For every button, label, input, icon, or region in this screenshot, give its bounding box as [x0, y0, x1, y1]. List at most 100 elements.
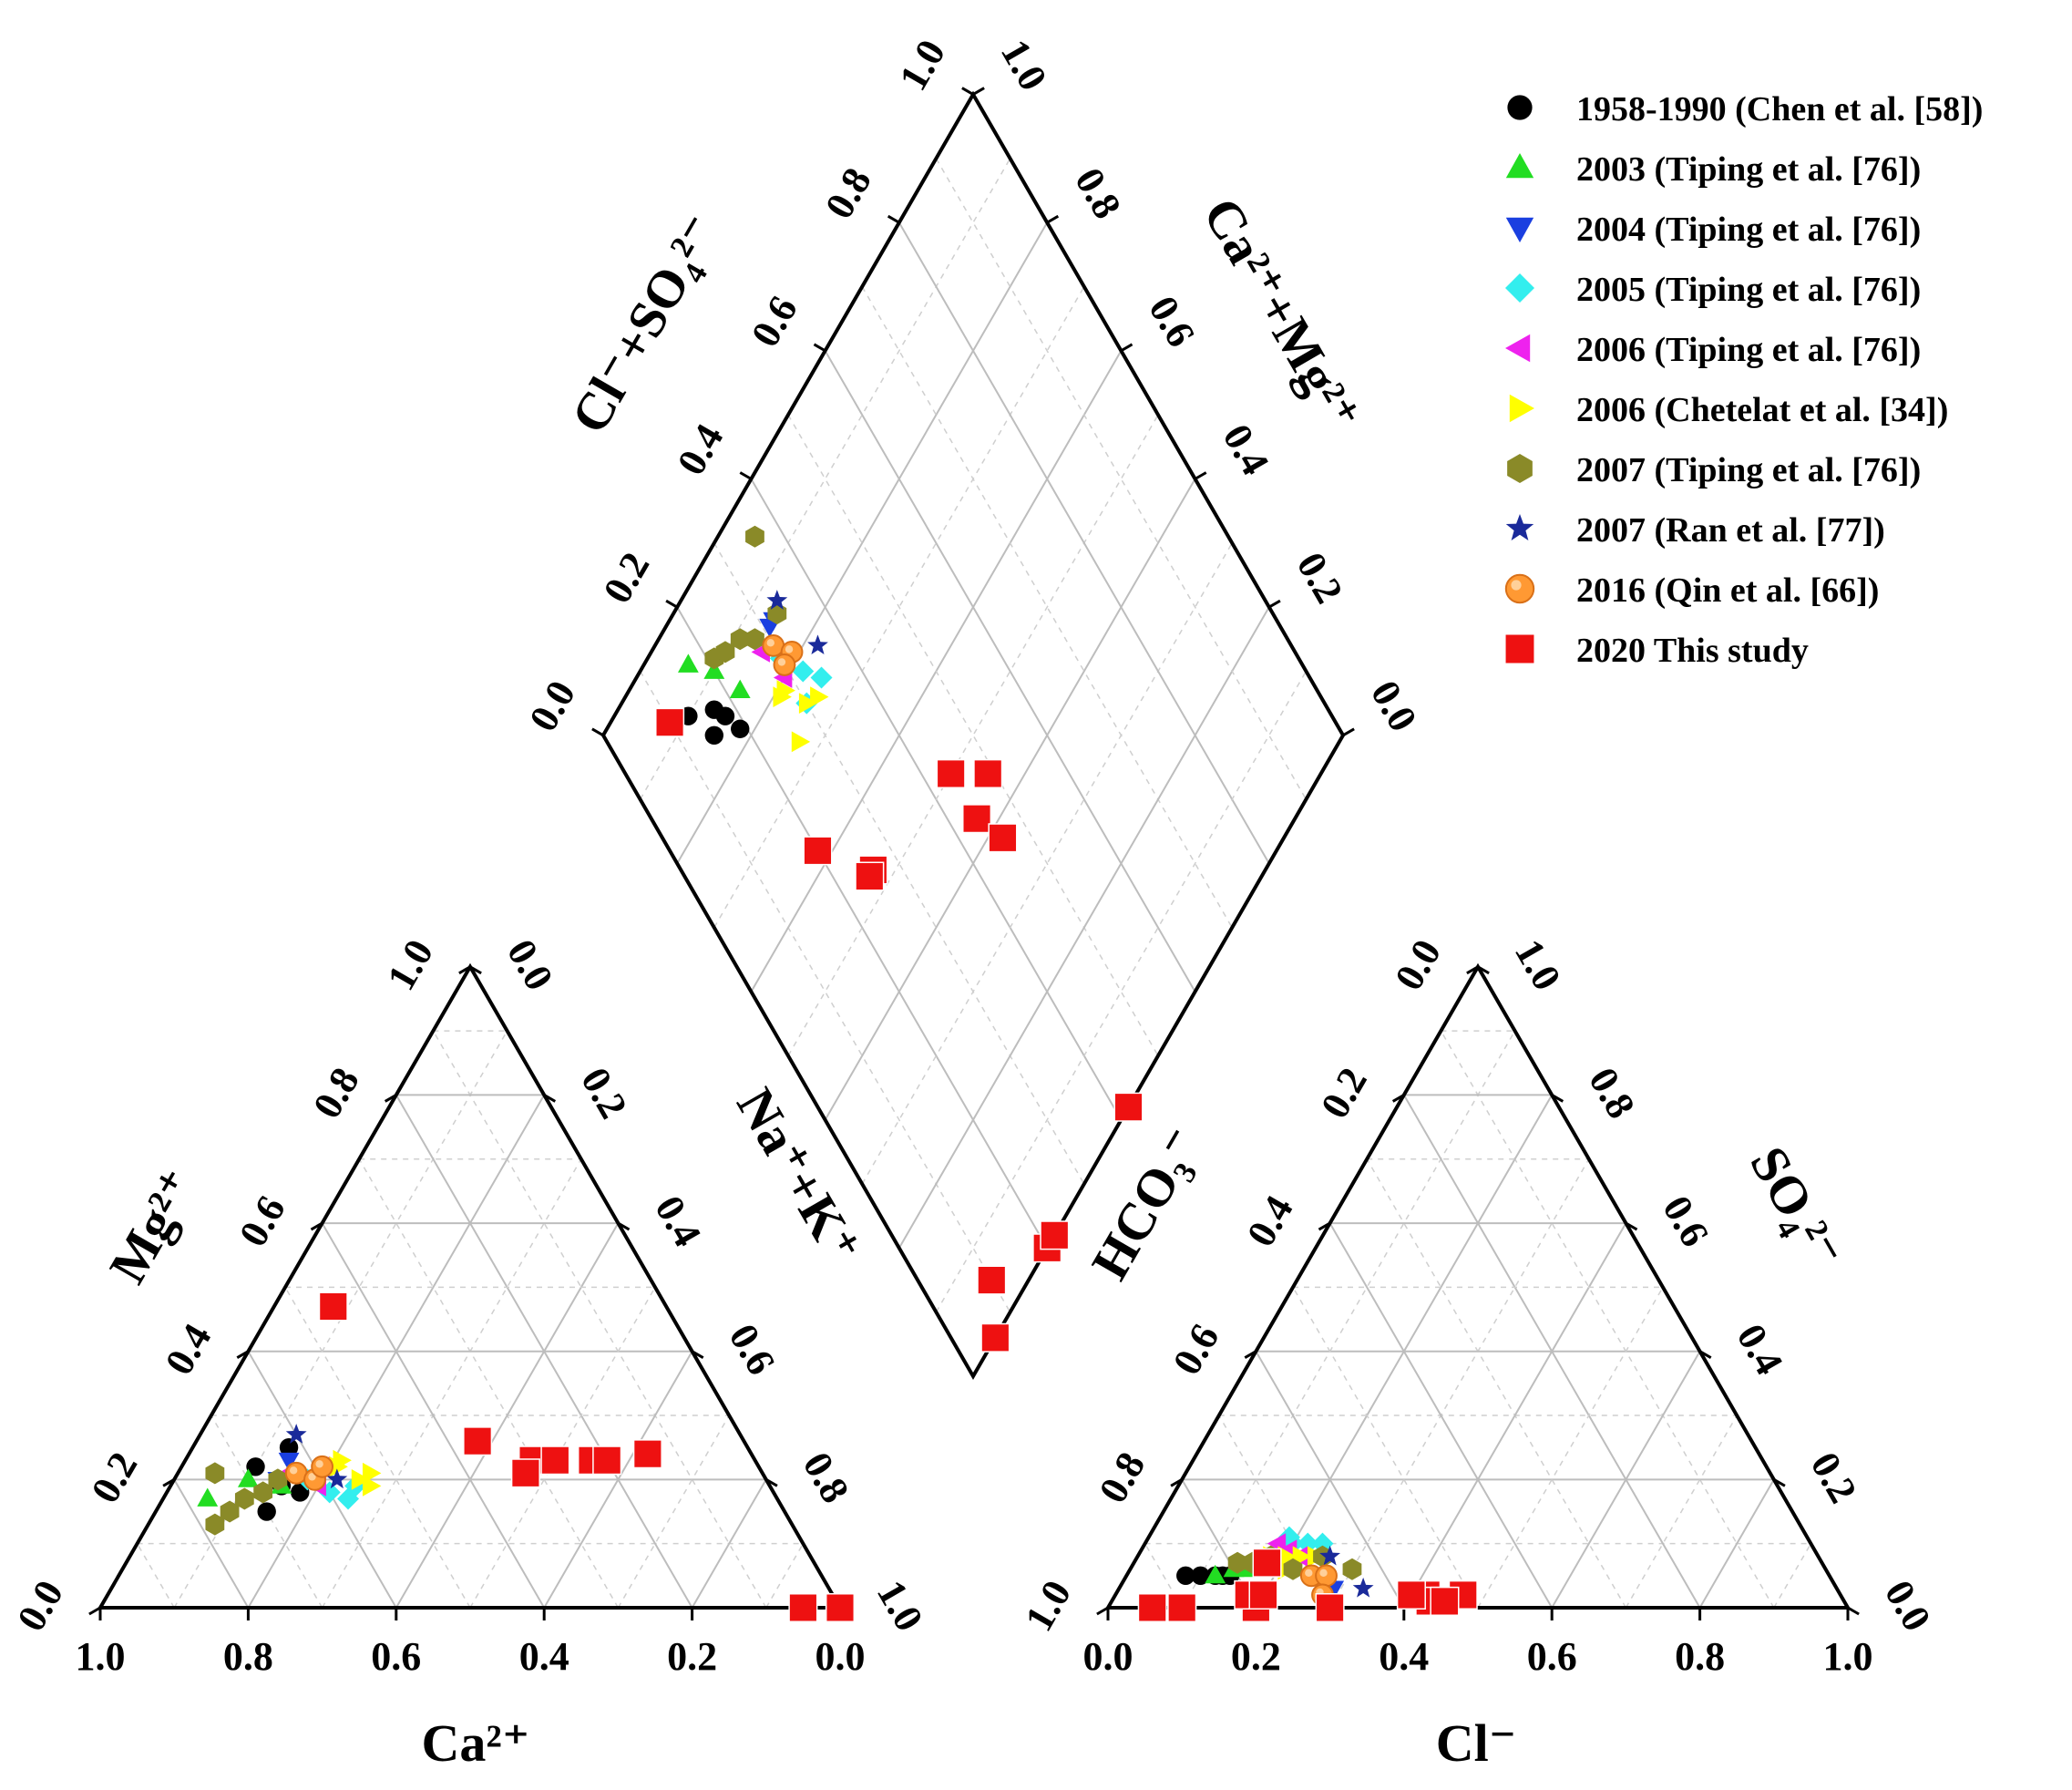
diamond-right-tick-1: 0.2 [1288, 545, 1352, 611]
anion-grid-l-8 [1698, 1478, 1775, 1609]
anion-point-s3-1 [1297, 1532, 1319, 1555]
cation-grid-r-9 [136, 1543, 175, 1609]
cation-right-tick-5: 0.0 [498, 932, 562, 998]
cation-point-s6-3 [253, 1481, 273, 1504]
diamond-grid-b-9 [935, 671, 1308, 1313]
anion-grid-l-6 [1551, 1351, 1701, 1609]
anion-point-s9-2 [1315, 1592, 1345, 1623]
legend-marker-8 [1504, 573, 1535, 604]
anion-point-s9-7 [1252, 1548, 1282, 1578]
cation-grid-r-3 [358, 1158, 620, 1609]
cation-point-s9-7 [510, 1458, 540, 1488]
legend-label-6: 2007 (Tiping et al. [76]) [1576, 451, 1921, 489]
cation-grid-l-3 [321, 1158, 582, 1609]
diamond-point-s9-7 [855, 861, 885, 891]
diamond-point-s9-6 [988, 823, 1018, 853]
legend-marker-9 [1504, 633, 1535, 664]
cation-point-s9-0 [318, 1291, 348, 1322]
anion-grid-r-3 [1366, 1158, 1627, 1609]
diamond-point-s1-0 [677, 653, 699, 673]
diamond-point-s9-3 [936, 758, 966, 789]
diamond-point-s6-3 [745, 628, 764, 651]
anion-right-tick-0: 0.0 [1876, 1573, 1940, 1639]
legend-marker-1 [1505, 153, 1534, 179]
cation-grid-l-6 [543, 1351, 693, 1609]
diamond-grid-a-5 [787, 414, 1159, 1056]
anion-point-s7-0 [1319, 1545, 1341, 1566]
cation-left-tick-3: 0.6 [231, 1188, 294, 1254]
diamond-grid-b-8 [898, 606, 1270, 1249]
cation-right-tick-2: 0.6 [720, 1316, 784, 1382]
anion-point-s6-0 [1227, 1551, 1247, 1574]
diamond-point-s6-2 [730, 628, 750, 651]
anion-point-s0-1 [1176, 1566, 1195, 1586]
diamond-point-s7-1 [807, 634, 828, 655]
anion-bottom-tick-1: 0.2 [1231, 1634, 1281, 1679]
anion-left-tick-2: 0.6 [1164, 1316, 1228, 1382]
anion-left-tick-1: 0.8 [1090, 1445, 1154, 1510]
diamond-right-tick-2: 0.4 [1214, 417, 1277, 482]
anion-point-s9-6 [1430, 1586, 1460, 1617]
legend-label-3: 2005 (Tiping et al. [76]) [1576, 271, 1921, 309]
cation-point-s9-3 [540, 1445, 570, 1476]
legend-label-7: 2007 (Ran et al. [77]) [1576, 511, 1885, 550]
anion-left-label: HCO₃⁻ [1080, 1117, 1213, 1289]
cation-point-s7-1 [326, 1468, 348, 1489]
diamond-left-tick-2: 0.4 [669, 417, 733, 482]
anion-grid-r-1 [1440, 1030, 1775, 1609]
cation-point-s5-3 [362, 1475, 382, 1497]
anion-right-tick-3: 0.6 [1654, 1188, 1718, 1254]
cation-triangle-frame [97, 962, 844, 1610]
anion-right-label: SO₄²⁻ [1739, 1137, 1855, 1279]
cation-point-s0-2 [279, 1437, 299, 1457]
diamond-grid-b-6 [824, 478, 1196, 1121]
cation-bottom-tick-2: 0.6 [371, 1634, 421, 1679]
anion-grid-l-5 [1477, 1287, 1664, 1609]
diamond-point-s7-0 [766, 590, 788, 610]
cation-point-s0-1 [246, 1457, 265, 1476]
anion-left-tick-4: 0.2 [1312, 1060, 1376, 1126]
anion-point-s9-11 [1248, 1579, 1278, 1610]
legend-label-2: 2004 (Tiping et al. [76]) [1576, 211, 1921, 249]
diamond-right-tick-3: 0.6 [1140, 289, 1204, 355]
anion-point-s9-10 [1137, 1592, 1167, 1623]
legend-marker-2 [1505, 217, 1534, 242]
cation-point-s1-0 [197, 1487, 219, 1507]
diamond-grid-a-8 [898, 221, 1270, 864]
diamond-point-s9-11 [1040, 1220, 1070, 1250]
legend-marker-6 [1507, 454, 1533, 483]
cation-point-s6-0 [205, 1513, 225, 1536]
diamond-point-s9-10 [980, 1322, 1010, 1353]
anion-point-s8-1 [1315, 1564, 1338, 1588]
anion-grid-r-5 [1292, 1287, 1479, 1609]
anion-right-tick-2: 0.4 [1728, 1316, 1791, 1382]
diamond-grid-a-7 [861, 286, 1233, 929]
diamond-grid-b-7 [861, 542, 1233, 1185]
anion-bottom-tick-3: 0.6 [1527, 1634, 1577, 1679]
anion-right-tick-4: 0.8 [1580, 1060, 1644, 1126]
diamond-point-s5-2 [810, 686, 829, 707]
legend-label-0: 1958-1990 (Chen et al. [58]) [1576, 90, 1983, 129]
anion-left-tick-5: 0.0 [1386, 932, 1450, 998]
diamond-grid-a-9 [935, 158, 1308, 800]
cation-point-s9-8 [788, 1592, 818, 1623]
cation-left-label: Mg²⁺ [97, 1159, 209, 1293]
diamond-grid-a-6 [824, 350, 1196, 993]
cation-point-s7-0 [285, 1424, 307, 1444]
cation-point-s9-5 [592, 1445, 622, 1476]
cation-bottom-tick-4: 0.2 [667, 1634, 717, 1679]
grid-layer [136, 158, 1812, 1609]
diamond-point-s3-1 [792, 660, 815, 683]
anion-grid-l-1 [1181, 1030, 1516, 1609]
anion-grid-r-4 [1328, 1222, 1554, 1609]
cation-left-tick-0: 0.0 [8, 1573, 72, 1639]
anion-grid-l-9 [1773, 1543, 1812, 1609]
diamond-point-s5-3 [791, 731, 811, 753]
diamond-point-s9-8 [977, 1265, 1007, 1295]
anion-point-s9-12 [1396, 1579, 1426, 1610]
legend-label-4: 2006 (Tiping et al. [76]) [1576, 331, 1921, 369]
cation-bottom-label: Ca²⁺ [422, 1713, 530, 1773]
cation-point-s9-12 [825, 1592, 856, 1623]
anion-point-s0-0 [1191, 1566, 1210, 1586]
